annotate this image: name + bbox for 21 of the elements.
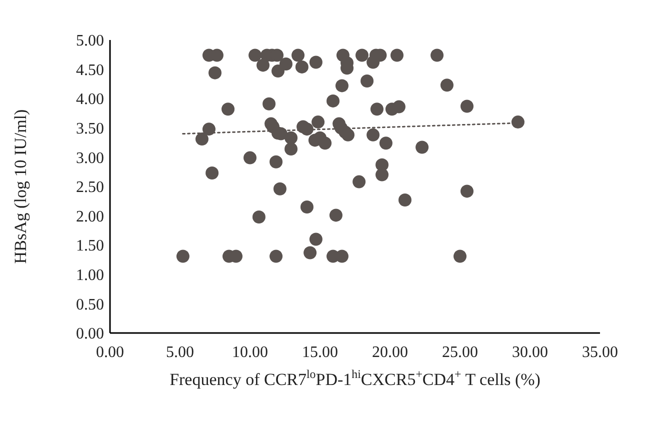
y-tick-label: 0.00 [76, 326, 104, 343]
x-tick-label: 20.00 [372, 344, 408, 361]
y-tick-label: 3.00 [76, 150, 104, 167]
x-tick-label: 15.00 [302, 344, 338, 361]
x-tick-label: 25.00 [442, 344, 478, 361]
x-tick-label: 30.00 [512, 344, 548, 361]
y-tick-label: 2.50 [76, 179, 104, 196]
y-tick-label: 4.50 [76, 62, 104, 79]
x-tick-label: 35.00 [582, 344, 618, 361]
x-tick-label: 10.00 [232, 344, 268, 361]
y-tick-label: 4.00 [76, 91, 104, 108]
x-tick-label: 5.00 [166, 344, 194, 361]
y-tick-label: 2.00 [76, 208, 104, 226]
y-axis-title: HBsAg (log 10 IU/ml) [11, 109, 30, 264]
text: Frequency of CCR7$^{lo}$PD-1$^{hi}$CXCR5$^{+}$CD4$^{+}$ T cells (%) [170, 367, 540, 389]
y-tick-label: 1.00 [76, 267, 104, 284]
y-tick-label: 0.50 [76, 296, 104, 314]
y-tick-label: 5.00 [76, 32, 104, 50]
y-tick-label: 1.50 [76, 238, 104, 255]
y-tick-label: 3.50 [76, 120, 104, 138]
x-tick-label: 0.00 [96, 344, 124, 361]
